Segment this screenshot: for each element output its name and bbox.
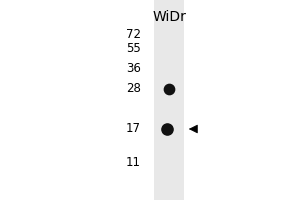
Text: 17: 17 (126, 122, 141, 136)
Text: WiDr: WiDr (153, 10, 186, 24)
Text: 36: 36 (126, 62, 141, 75)
Point (164, 127, 169, 131)
Point (167, 87, 172, 91)
Text: 72: 72 (126, 28, 141, 42)
Text: 55: 55 (126, 43, 141, 55)
Text: 11: 11 (126, 156, 141, 170)
Text: 28: 28 (126, 82, 141, 95)
Bar (154, 0, 184, 200)
